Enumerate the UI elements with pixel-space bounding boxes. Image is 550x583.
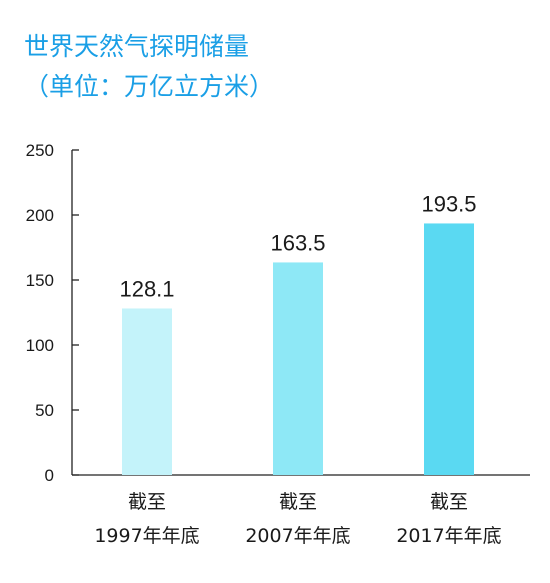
bar-value-label: 163.5: [270, 230, 325, 255]
y-tick-label: 200: [26, 206, 54, 225]
y-tick-label: 250: [26, 141, 54, 160]
bar: [122, 308, 172, 475]
y-tick-label: 150: [26, 271, 54, 290]
bar-value-label: 193.5: [421, 191, 476, 216]
x-category-label-line1: 截至: [128, 491, 166, 513]
y-tick-label: 100: [26, 336, 54, 355]
bar-value-label: 128.1: [119, 276, 174, 301]
chart-title: 世界天然气探明储量: [24, 32, 250, 61]
x-category-label-line1: 截至: [430, 491, 468, 513]
bar: [273, 262, 323, 475]
x-category-label-line2: 2007年年底: [245, 525, 350, 547]
chart-unit-subtitle: （单位：万亿立方米）: [24, 72, 275, 101]
y-tick-label: 0: [45, 466, 54, 485]
x-category-label-line1: 截至: [279, 491, 317, 513]
bar: [424, 223, 474, 475]
x-category-label-line2: 2017年年底: [396, 525, 501, 547]
x-category-label-line2: 1997年年底: [94, 525, 199, 547]
y-tick-label: 50: [35, 401, 54, 420]
